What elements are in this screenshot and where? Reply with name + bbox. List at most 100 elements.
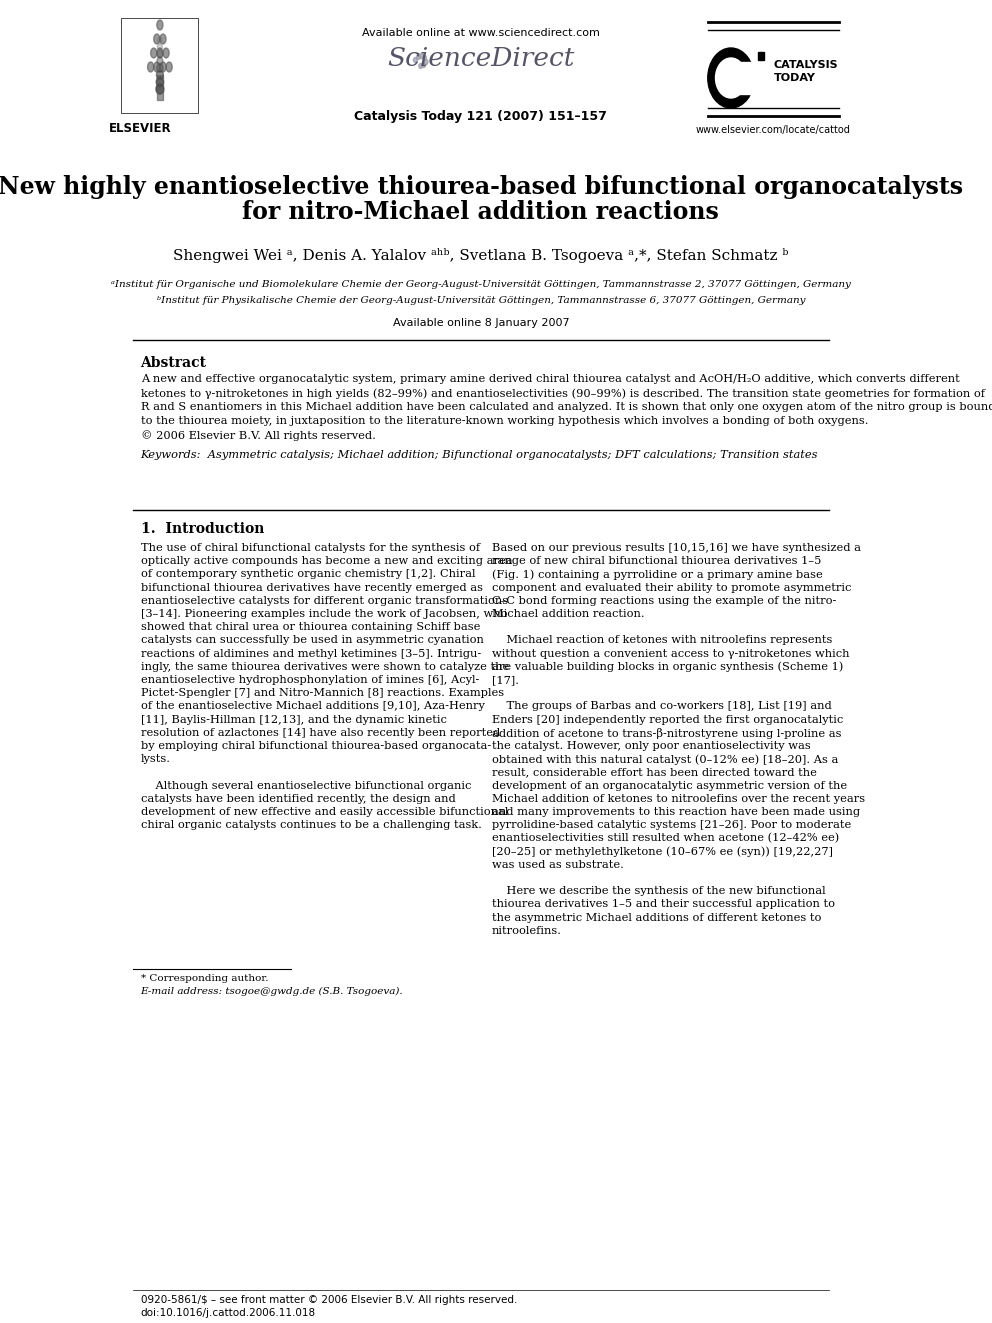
Text: [17].: [17]. — [492, 675, 519, 685]
Text: Michael addition of ketones to nitroolefins over the recent years: Michael addition of ketones to nitroolef… — [492, 794, 865, 804]
Text: development of new effective and easily accessible bifunctional: development of new effective and easily … — [141, 807, 508, 818]
Text: and many improvements to this reaction have been made using: and many improvements to this reaction h… — [492, 807, 860, 818]
Text: [11], Baylis-Hillman [12,13], and the dynamic kinetic: [11], Baylis-Hillman [12,13], and the dy… — [141, 714, 446, 725]
Text: of contemporary synthetic organic chemistry [1,2]. Chiral: of contemporary synthetic organic chemis… — [141, 569, 475, 579]
Text: pyrrolidine-based catalytic systems [21–26]. Poor to moderate: pyrrolidine-based catalytic systems [21–… — [492, 820, 851, 831]
Text: A new and effective organocatalytic system, primary amine derived chiral thioure: A new and effective organocatalytic syst… — [141, 374, 959, 384]
Text: Available online 8 January 2007: Available online 8 January 2007 — [393, 318, 569, 328]
Text: ᵇInstitut für Physikalische Chemie der Georg-August-Universität Göttingen, Tamma: ᵇInstitut für Physikalische Chemie der G… — [157, 296, 806, 306]
Circle shape — [708, 48, 754, 108]
Text: E-mail address: tsogoe@gwdg.de (S.B. Tsogoeva).: E-mail address: tsogoe@gwdg.de (S.B. Tso… — [141, 987, 403, 996]
Text: Pictet-Spengler [7] and Nitro-Mannich [8] reactions. Examples: Pictet-Spengler [7] and Nitro-Mannich [8… — [141, 688, 504, 699]
Text: optically active compounds has become a new and exciting area: optically active compounds has become a … — [141, 556, 512, 566]
Text: 1.  Introduction: 1. Introduction — [141, 523, 264, 536]
Text: Here we describe the synthesis of the new bifunctional: Here we describe the synthesis of the ne… — [492, 886, 825, 896]
Text: enantioselectivities still resulted when acetone (12–42% ee): enantioselectivities still resulted when… — [492, 833, 839, 844]
Text: enantioselective hydrophosphonylation of imines [6], Acyl-: enantioselective hydrophosphonylation of… — [141, 675, 479, 685]
Text: component and evaluated their ability to promote asymmetric: component and evaluated their ability to… — [492, 582, 851, 593]
Circle shape — [157, 64, 163, 73]
Text: catalysts have been identified recently, the design and: catalysts have been identified recently,… — [141, 794, 455, 804]
Ellipse shape — [148, 62, 154, 71]
Circle shape — [156, 83, 164, 94]
Text: for nitro-Michael addition reactions: for nitro-Michael addition reactions — [242, 200, 719, 224]
Text: www.elsevier.com/locate/cattod: www.elsevier.com/locate/cattod — [696, 124, 851, 135]
Text: addition of acetone to trans-β-nitrostyrene using l-proline as: addition of acetone to trans-β-nitrostyr… — [492, 728, 841, 738]
Circle shape — [422, 62, 426, 67]
Text: obtained with this natural catalyst (0–12% ee) [18–20]. As a: obtained with this natural catalyst (0–1… — [492, 754, 838, 765]
Text: ingly, the same thiourea derivatives were shown to catalyze the: ingly, the same thiourea derivatives wer… — [141, 662, 509, 672]
Circle shape — [158, 37, 163, 44]
Ellipse shape — [157, 20, 163, 30]
Circle shape — [420, 53, 424, 58]
Circle shape — [417, 54, 421, 60]
Text: ScienceDirect: ScienceDirect — [387, 45, 574, 70]
Text: nitroolefins.: nitroolefins. — [492, 926, 561, 935]
Text: R and S enantiomers in this Michael addition have been calculated and analyzed. : R and S enantiomers in this Michael addi… — [141, 402, 992, 411]
Text: doi:10.1016/j.cattod.2006.11.018: doi:10.1016/j.cattod.2006.11.018 — [141, 1308, 315, 1318]
Text: bifunctional thiourea derivatives have recently emerged as: bifunctional thiourea derivatives have r… — [141, 582, 482, 593]
Text: C: C — [722, 58, 740, 82]
Circle shape — [425, 60, 429, 65]
Text: ᵃInstitut für Organische und Biomolekulare Chemie der Georg-August-Universität G: ᵃInstitut für Organische und Biomolekula… — [111, 280, 851, 288]
Text: catalysts can successfully be used in asymmetric cyanation: catalysts can successfully be used in as… — [141, 635, 483, 646]
Text: of the enantioselective Michael additions [9,10], Aza-Henry: of the enantioselective Michael addition… — [141, 701, 484, 712]
Text: [20–25] or methylethylketone (10–67% ee (syn)) [19,22,27]: [20–25] or methylethylketone (10–67% ee … — [492, 847, 832, 857]
Text: The use of chiral bifunctional catalysts for the synthesis of: The use of chiral bifunctional catalysts… — [141, 542, 480, 553]
Text: are valuable building blocks in organic synthesis (Scheme 1): are valuable building blocks in organic … — [492, 662, 843, 672]
Bar — [758, 52, 764, 60]
Circle shape — [156, 77, 164, 87]
Text: result, considerable effort has been directed toward the: result, considerable effort has been dir… — [492, 767, 816, 778]
Text: the asymmetric Michael additions of different ketones to: the asymmetric Michael additions of diff… — [492, 913, 821, 922]
Text: without question a convenient access to γ-nitroketones which: without question a convenient access to … — [492, 648, 849, 659]
Ellipse shape — [166, 62, 173, 71]
Text: Shengwei Wei ᵃ, Denis A. Yalalov ᵃʰᵇ, Svetlana B. Tsogoeva ᵃ,*, Stefan Schmatz ᵇ: Shengwei Wei ᵃ, Denis A. Yalalov ᵃʰᵇ, Sv… — [174, 247, 789, 263]
Text: The groups of Barbas and co-workers [18], List [19] and: The groups of Barbas and co-workers [18]… — [492, 701, 831, 712]
Text: Although several enantioselective bifunctional organic: Although several enantioselective bifunc… — [141, 781, 471, 791]
Circle shape — [715, 58, 746, 98]
Bar — [731, 62, 754, 94]
Text: C–C bond forming reactions using the example of the nitro-: C–C bond forming reactions using the exa… — [492, 595, 836, 606]
Text: Keywords:  Asymmetric catalysis; Michael addition; Bifunctional organocatalysts;: Keywords: Asymmetric catalysis; Michael … — [141, 450, 818, 460]
Text: enantioselective catalysts for different organic transformations: enantioselective catalysts for different… — [141, 595, 508, 606]
Circle shape — [158, 44, 163, 50]
Text: CATALYSIS
TODAY: CATALYSIS TODAY — [774, 60, 838, 83]
Text: 0920-5861/$ – see front matter © 2006 Elsevier B.V. All rights reserved.: 0920-5861/$ – see front matter © 2006 El… — [141, 1295, 517, 1304]
Text: by employing chiral bifunctional thiourea-based organocata-: by employing chiral bifunctional thioure… — [141, 741, 491, 751]
Text: (Fig. 1) containing a pyrrolidine or a primary amine base: (Fig. 1) containing a pyrrolidine or a p… — [492, 569, 822, 579]
Text: lysts.: lysts. — [141, 754, 171, 765]
Text: reactions of aldimines and methyl ketimines [3–5]. Intrigu-: reactions of aldimines and methyl ketimi… — [141, 648, 481, 659]
Text: resolution of azlactones [14] have also recently been reported: resolution of azlactones [14] have also … — [141, 728, 500, 738]
Text: chiral organic catalysts continues to be a challenging task.: chiral organic catalysts continues to be… — [141, 820, 481, 831]
Text: ketones to γ-nitroketones in high yields (82–99%) and enantioselectivities (90–9: ketones to γ-nitroketones in high yields… — [141, 388, 985, 398]
Text: [3–14]. Pioneering examples include the work of Jacobsen, who: [3–14]. Pioneering examples include the … — [141, 609, 507, 619]
Text: Based on our previous results [10,15,16] we have synthesized a: Based on our previous results [10,15,16]… — [492, 542, 861, 553]
Text: to the thiourea moiety, in juxtaposition to the literature-known working hypothe: to the thiourea moiety, in juxtaposition… — [141, 415, 868, 426]
Text: thiourea derivatives 1–5 and their successful application to: thiourea derivatives 1–5 and their succe… — [492, 900, 834, 909]
Text: range of new chiral bifunctional thiourea derivatives 1–5: range of new chiral bifunctional thioure… — [492, 556, 821, 566]
Text: the catalyst. However, only poor enantioselectivity was: the catalyst. However, only poor enantio… — [492, 741, 810, 751]
Text: Catalysis Today 121 (2007) 151–157: Catalysis Today 121 (2007) 151–157 — [354, 110, 607, 123]
Bar — [157, 75, 163, 101]
Text: was used as substrate.: was used as substrate. — [492, 860, 624, 869]
Ellipse shape — [154, 34, 160, 44]
Ellipse shape — [160, 34, 166, 44]
Text: Abstract: Abstract — [141, 356, 206, 370]
Ellipse shape — [160, 62, 166, 71]
Circle shape — [157, 50, 163, 58]
Text: © 2006 Elsevier B.V. All rights reserved.: © 2006 Elsevier B.V. All rights reserved… — [141, 430, 376, 441]
Ellipse shape — [154, 62, 160, 71]
Circle shape — [157, 70, 164, 79]
Text: * Corresponding author.: * Corresponding author. — [141, 974, 268, 983]
FancyBboxPatch shape — [121, 19, 198, 112]
Circle shape — [419, 64, 423, 69]
Text: Enders [20] independently reported the first organocatalytic: Enders [20] independently reported the f… — [492, 714, 843, 725]
Circle shape — [423, 56, 427, 61]
Text: Michael reaction of ketones with nitroolefins represents: Michael reaction of ketones with nitrool… — [492, 635, 832, 646]
Circle shape — [157, 57, 163, 65]
Text: development of an organocatalytic asymmetric version of the: development of an organocatalytic asymme… — [492, 781, 847, 791]
Ellipse shape — [157, 48, 163, 58]
Text: Available online at www.sciencedirect.com: Available online at www.sciencedirect.co… — [362, 28, 600, 38]
Text: ELSEVIER: ELSEVIER — [109, 122, 172, 135]
Ellipse shape — [163, 48, 170, 58]
Ellipse shape — [151, 48, 157, 58]
